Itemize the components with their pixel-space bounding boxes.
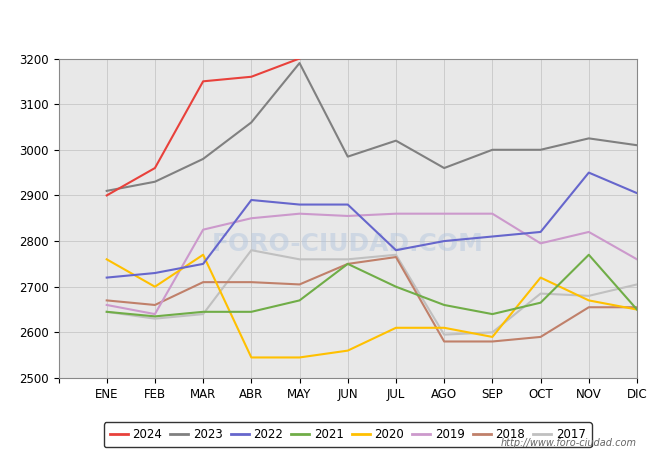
Text: Afiliados en Guillena a 31/5/2024: Afiliados en Guillena a 31/5/2024 xyxy=(163,14,487,33)
Text: FORO-CIUDAD.COM: FORO-CIUDAD.COM xyxy=(212,232,484,256)
Text: http://www.foro-ciudad.com: http://www.foro-ciudad.com xyxy=(501,438,637,448)
Legend: 2024, 2023, 2022, 2021, 2020, 2019, 2018, 2017: 2024, 2023, 2022, 2021, 2020, 2019, 2018… xyxy=(104,423,592,447)
